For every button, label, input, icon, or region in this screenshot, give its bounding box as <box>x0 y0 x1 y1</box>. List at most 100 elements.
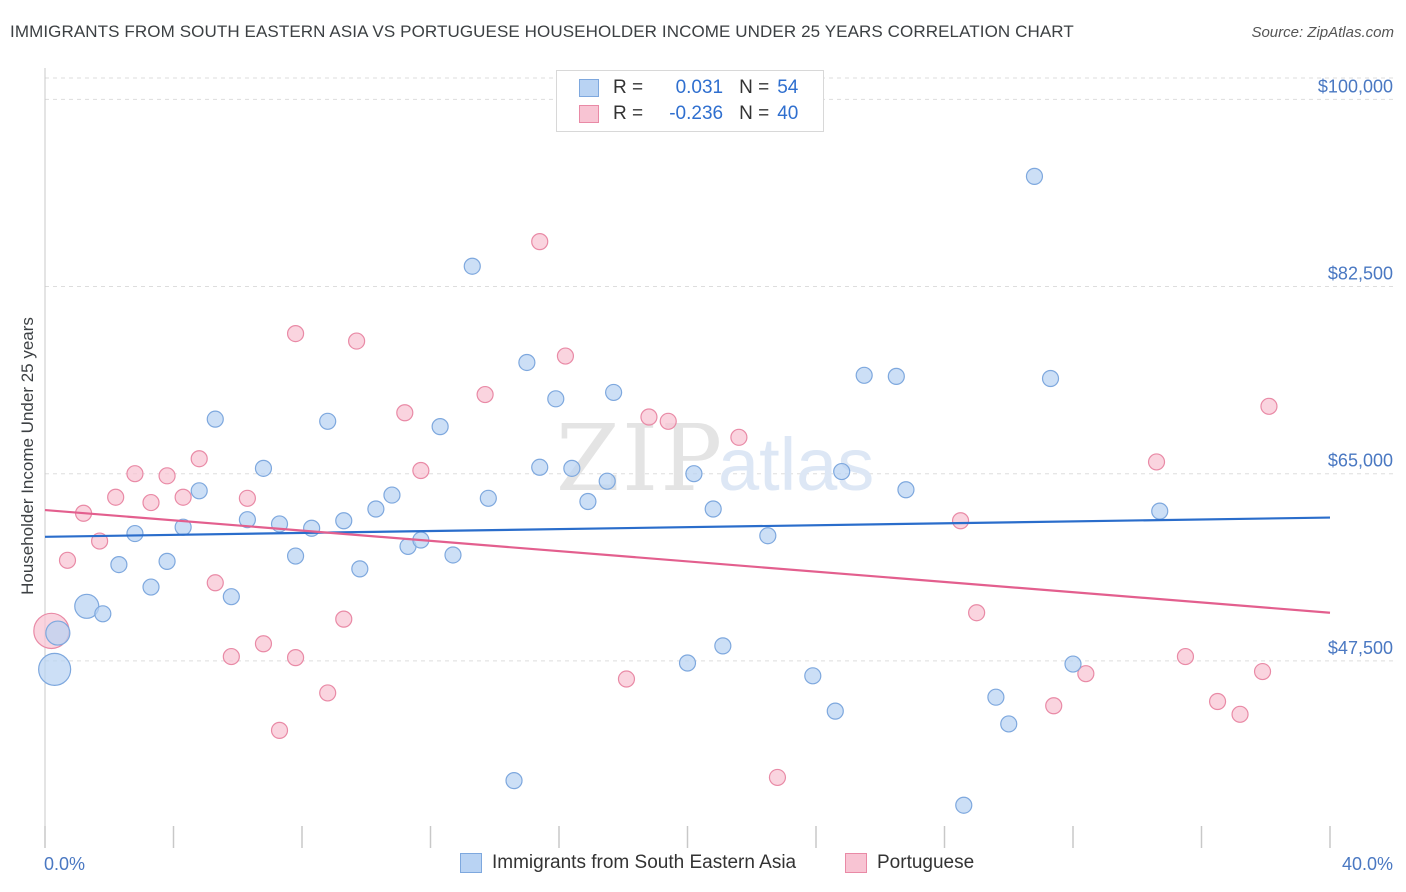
data-point-portuguese <box>254 635 273 653</box>
y-tick-label: $47,500 <box>1328 638 1393 658</box>
data-point-immigrants <box>479 489 497 507</box>
data-point-immigrants <box>887 367 905 385</box>
legend-swatch-blue <box>579 79 599 97</box>
trend-line-immigrants <box>44 516 1331 538</box>
data-point-immigrants <box>804 667 822 685</box>
x-tick-label-min: 0.0% <box>44 854 85 874</box>
series-legend: Immigrants from South Eastern Asia Portu… <box>0 852 1406 878</box>
data-point-portuguese <box>1260 397 1278 415</box>
data-point-immigrants <box>351 560 369 578</box>
data-point-portuguese <box>270 721 289 739</box>
legend-item-immigrants: Immigrants from South Eastern Asia <box>460 852 796 874</box>
legend-r-value: -0.236 <box>669 103 724 124</box>
data-point-immigrants <box>897 481 915 499</box>
data-point-immigrants <box>685 465 703 483</box>
data-point-portuguese <box>617 670 636 688</box>
source-credit: Source: ZipAtlas.com <box>1251 24 1394 41</box>
data-point-portuguese <box>1176 647 1195 666</box>
data-point-portuguese <box>640 408 658 426</box>
trend-line-portuguese <box>44 508 1331 614</box>
data-point-immigrants <box>431 418 449 436</box>
watermark-zip: ZIP <box>556 405 724 512</box>
data-point-immigrants <box>158 552 176 570</box>
data-point-immigrants <box>1151 502 1169 520</box>
data-point-immigrants <box>444 546 462 564</box>
data-point-portuguese <box>951 512 970 530</box>
data-point-immigrants <box>38 652 72 687</box>
legend-swatch-blue <box>460 853 482 873</box>
data-point-immigrants <box>254 459 273 477</box>
data-point-immigrants <box>463 257 481 275</box>
data-point-portuguese <box>348 332 366 350</box>
legend-n-label: N = <box>739 77 770 98</box>
data-point-immigrants <box>110 555 128 574</box>
data-point-portuguese <box>968 604 986 622</box>
data-point-immigrants <box>563 459 581 477</box>
data-point-immigrants <box>286 547 305 565</box>
data-point-immigrants <box>955 796 973 814</box>
data-point-immigrants <box>987 688 1005 706</box>
data-point-immigrants <box>855 366 873 384</box>
data-point-portuguese <box>107 488 125 506</box>
tick-labels: $47,500 $65,000 $82,500 $100,000 0.0% 40.0% <box>44 76 1393 874</box>
data-point-portuguese <box>190 450 208 468</box>
data-point-portuguese <box>206 574 224 592</box>
data-point-immigrants <box>222 588 240 606</box>
data-point-portuguese <box>659 412 677 430</box>
legend-r-label: R = <box>613 77 644 98</box>
data-point-immigrants <box>714 637 732 655</box>
gridlines <box>45 77 1394 662</box>
data-point-immigrants <box>1064 655 1082 673</box>
data-point-portuguese <box>222 647 240 666</box>
legend-r-label: R = <box>613 103 644 124</box>
legend-item-portuguese: Portuguese <box>845 852 974 874</box>
data-point-immigrants <box>94 605 112 623</box>
data-point-portuguese <box>158 467 176 485</box>
data-point-immigrants <box>142 578 160 596</box>
data-point-immigrants <box>531 458 549 476</box>
data-point-portuguese <box>1208 692 1227 711</box>
data-point-immigrants <box>383 486 401 504</box>
data-point-immigrants <box>505 772 523 790</box>
data-point-immigrants <box>335 512 353 530</box>
data-point-portuguese <box>1147 453 1166 471</box>
trend-lines <box>44 508 1331 614</box>
data-point-immigrants <box>238 511 256 529</box>
data-point-portuguese <box>730 428 748 446</box>
legend-n-value: 40 <box>777 103 799 124</box>
data-point-portuguese <box>319 684 337 702</box>
data-point-immigrants <box>518 353 536 372</box>
data-point-portuguese <box>768 768 787 787</box>
data-point-portuguese <box>335 610 353 628</box>
data-point-immigrants <box>1000 715 1018 733</box>
data-point-immigrants <box>759 527 777 545</box>
data-point-immigrants <box>319 412 337 430</box>
data-point-immigrants <box>1025 167 1044 185</box>
data-point-immigrants <box>704 500 722 518</box>
x-tick-label-max: 40.0% <box>1342 854 1393 874</box>
data-point-immigrants <box>126 524 144 543</box>
data-point-immigrants <box>190 482 208 500</box>
data-point-portuguese <box>531 233 549 251</box>
data-point-immigrants <box>678 654 697 672</box>
axes <box>44 68 1331 848</box>
data-point-immigrants <box>598 472 616 490</box>
data-point-immigrants <box>833 462 851 481</box>
data-point-immigrants <box>45 620 71 646</box>
legend-row-blue: R = 0.031 N = 54 <box>557 75 798 101</box>
data-point-immigrants <box>579 492 597 511</box>
data-point-portuguese <box>1077 665 1095 683</box>
data-point-immigrants <box>367 500 385 518</box>
watermark: ZIP atlas <box>556 405 874 512</box>
data-point-immigrants <box>605 383 623 402</box>
data-point-portuguese <box>476 385 494 404</box>
data-point-portuguese <box>174 488 192 506</box>
legend-swatch-pink <box>845 853 867 873</box>
data-point-immigrants <box>826 702 844 720</box>
data-point-portuguese <box>1253 662 1272 681</box>
data-point-portuguese <box>396 404 414 422</box>
data-point-portuguese <box>556 347 575 365</box>
data-point-portuguese <box>412 461 430 480</box>
series-immigrants-se-asia <box>38 167 1169 814</box>
